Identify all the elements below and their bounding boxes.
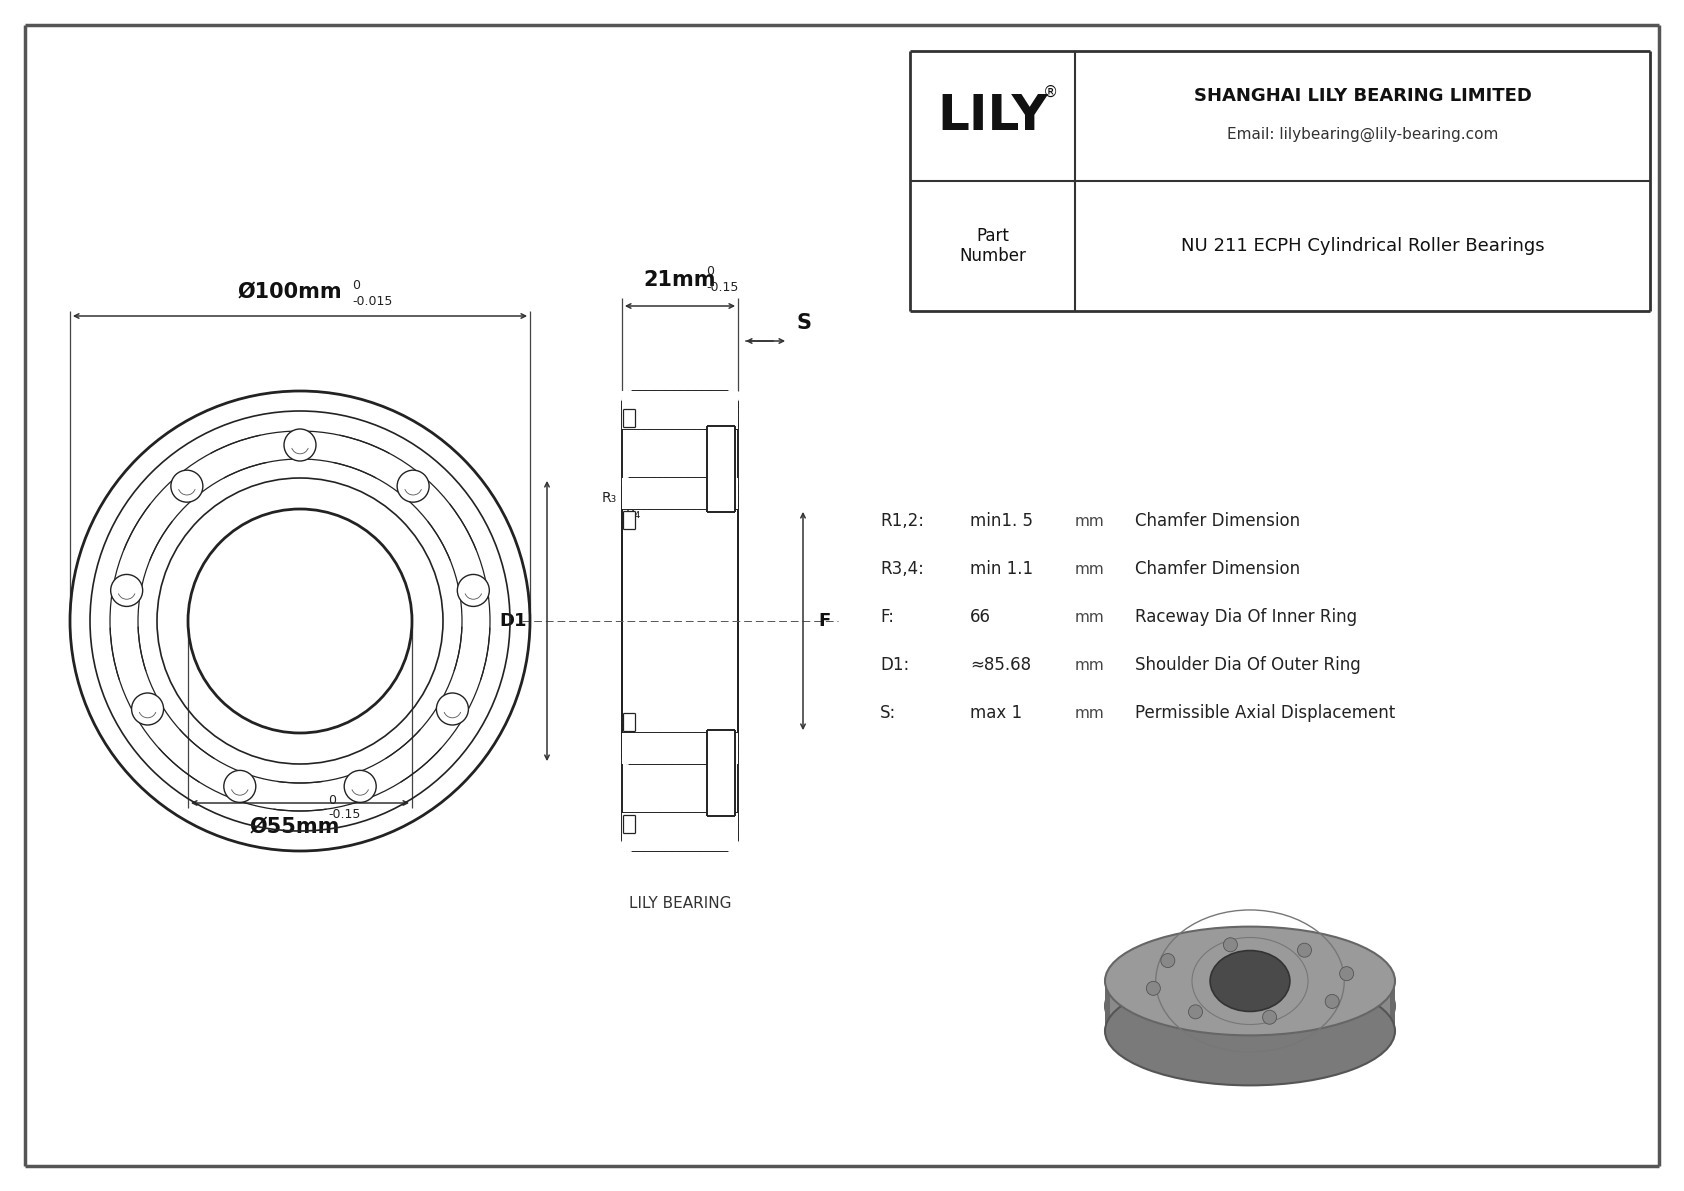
- Bar: [623, 409, 635, 428]
- Text: 66: 66: [970, 607, 990, 626]
- Text: D1: D1: [500, 612, 527, 630]
- Text: S:: S:: [881, 704, 896, 722]
- Circle shape: [1189, 1005, 1202, 1018]
- Text: ≈85.68: ≈85.68: [970, 656, 1031, 674]
- Text: NU 211 ECPH Cylindrical Roller Bearings: NU 211 ECPH Cylindrical Roller Bearings: [1180, 237, 1544, 255]
- Circle shape: [170, 470, 202, 503]
- Circle shape: [1147, 981, 1160, 996]
- Text: Email: lilybearing@lily-bearing.com: Email: lilybearing@lily-bearing.com: [1228, 126, 1499, 142]
- Text: Chamfer Dimension: Chamfer Dimension: [1135, 512, 1300, 530]
- Text: SHANGHAI LILY BEARING LIMITED: SHANGHAI LILY BEARING LIMITED: [1194, 87, 1531, 105]
- Circle shape: [397, 470, 429, 503]
- Text: Chamfer Dimension: Chamfer Dimension: [1135, 560, 1300, 578]
- Text: R₄: R₄: [626, 507, 642, 520]
- Text: LILY: LILY: [936, 92, 1047, 141]
- Bar: [623, 815, 635, 833]
- Text: mm: mm: [1074, 513, 1105, 529]
- Circle shape: [131, 693, 163, 725]
- Text: S: S: [797, 313, 812, 333]
- Text: Shoulder Dia Of Outer Ring: Shoulder Dia Of Outer Ring: [1135, 656, 1361, 674]
- Text: 0: 0: [352, 279, 360, 292]
- Text: -0.15: -0.15: [328, 807, 360, 821]
- Bar: [707, 730, 736, 816]
- Text: 0: 0: [706, 266, 714, 278]
- Text: Ø55mm: Ø55mm: [249, 817, 340, 837]
- Bar: [707, 426, 736, 512]
- Text: mm: mm: [1074, 705, 1105, 721]
- Text: F: F: [818, 612, 830, 630]
- Text: -0.015: -0.015: [352, 295, 392, 308]
- Text: min 1.1: min 1.1: [970, 560, 1032, 578]
- Text: F:: F:: [881, 607, 894, 626]
- Ellipse shape: [1105, 977, 1394, 1085]
- Circle shape: [1223, 937, 1238, 952]
- Bar: [623, 713, 635, 731]
- Text: R3,4:: R3,4:: [881, 560, 925, 578]
- Text: R1,2:: R1,2:: [881, 512, 925, 530]
- Circle shape: [436, 693, 468, 725]
- Text: R₁: R₁: [692, 410, 707, 424]
- Circle shape: [1263, 1010, 1276, 1024]
- Bar: [621, 732, 738, 763]
- Bar: [623, 511, 635, 529]
- Polygon shape: [1105, 981, 1110, 1031]
- Bar: [621, 813, 738, 852]
- Ellipse shape: [1105, 952, 1394, 1060]
- Text: ®: ®: [1042, 85, 1058, 100]
- Ellipse shape: [1211, 950, 1290, 1011]
- Text: mm: mm: [1074, 610, 1105, 624]
- Bar: [621, 478, 738, 509]
- Text: 0: 0: [328, 794, 337, 807]
- Circle shape: [1340, 967, 1354, 980]
- Circle shape: [285, 429, 317, 461]
- Circle shape: [1297, 943, 1312, 958]
- Text: -0.15: -0.15: [706, 281, 738, 294]
- Text: D1:: D1:: [881, 656, 909, 674]
- Circle shape: [458, 574, 490, 606]
- Circle shape: [111, 574, 143, 606]
- Text: R₂: R₂: [660, 400, 675, 414]
- Polygon shape: [1389, 981, 1394, 1031]
- Text: LILY BEARING: LILY BEARING: [628, 896, 731, 911]
- Ellipse shape: [1105, 927, 1394, 1035]
- Text: max 1: max 1: [970, 704, 1022, 722]
- Text: Ø100mm: Ø100mm: [237, 282, 342, 303]
- Text: Raceway Dia Of Inner Ring: Raceway Dia Of Inner Ring: [1135, 607, 1357, 626]
- Text: 21mm: 21mm: [643, 270, 716, 289]
- Text: R₃: R₃: [601, 491, 616, 505]
- Circle shape: [1325, 994, 1339, 1009]
- Circle shape: [344, 771, 376, 803]
- Text: mm: mm: [1074, 657, 1105, 673]
- Text: Part
Number: Part Number: [960, 226, 1026, 266]
- Text: Permissible Axial Displacement: Permissible Axial Displacement: [1135, 704, 1396, 722]
- Text: min1. 5: min1. 5: [970, 512, 1032, 530]
- Bar: [621, 391, 738, 429]
- Circle shape: [1160, 954, 1175, 967]
- Circle shape: [224, 771, 256, 803]
- Text: mm: mm: [1074, 561, 1105, 576]
